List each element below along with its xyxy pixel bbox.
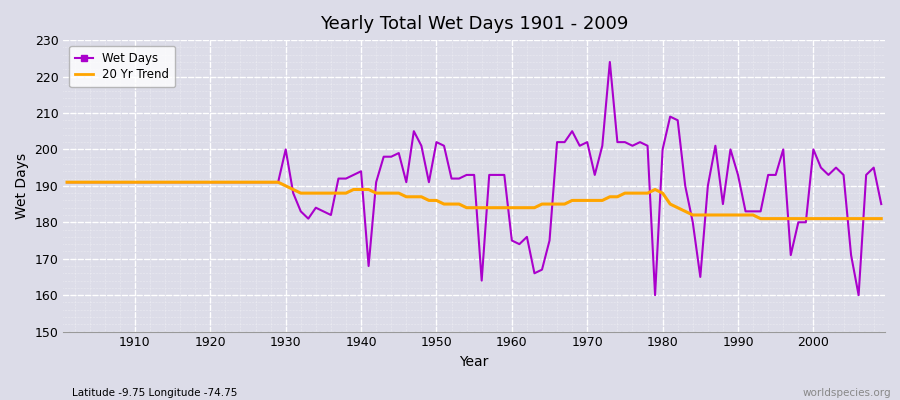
Wet Days: [597, 143, 608, 148]
Wet Days: [650, 293, 661, 298]
Wet Days: [605, 60, 616, 64]
Title: Yearly Total Wet Days 1901 - 2009: Yearly Total Wet Days 1901 - 2009: [320, 15, 628, 33]
Wet Days: [876, 202, 886, 206]
20 Yr Trend: [597, 198, 608, 203]
20 Yr Trend: [499, 205, 509, 210]
X-axis label: Year: Year: [460, 355, 489, 369]
Y-axis label: Wet Days: Wet Days: [15, 153, 29, 219]
20 Yr Trend: [876, 216, 886, 221]
20 Yr Trend: [333, 191, 344, 196]
Text: worldspecies.org: worldspecies.org: [803, 388, 891, 398]
20 Yr Trend: [288, 187, 299, 192]
Wet Days: [288, 191, 299, 196]
Wet Days: [499, 172, 509, 177]
Line: 20 Yr Trend: 20 Yr Trend: [68, 182, 881, 219]
Wet Days: [62, 180, 73, 185]
20 Yr Trend: [755, 216, 766, 221]
20 Yr Trend: [507, 205, 517, 210]
Wet Days: [333, 176, 344, 181]
Text: Latitude -9.75 Longitude -74.75: Latitude -9.75 Longitude -74.75: [72, 388, 238, 398]
20 Yr Trend: [122, 180, 133, 185]
Line: Wet Days: Wet Days: [68, 62, 881, 295]
Wet Days: [507, 238, 517, 243]
Legend: Wet Days, 20 Yr Trend: Wet Days, 20 Yr Trend: [69, 46, 176, 87]
Wet Days: [122, 180, 133, 185]
20 Yr Trend: [62, 180, 73, 185]
